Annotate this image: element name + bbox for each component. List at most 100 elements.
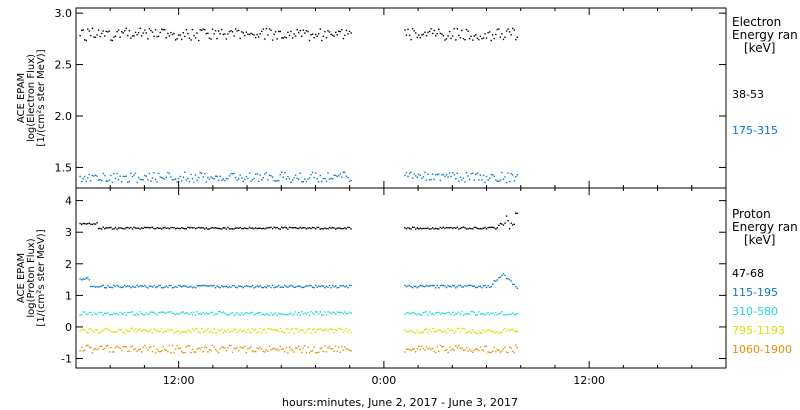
data-point [233, 347, 235, 350]
data-point [251, 33, 254, 35]
data-point [99, 179, 101, 181]
data-point [96, 313, 98, 316]
data-point [244, 330, 246, 332]
data-point [182, 331, 184, 333]
data-point [93, 36, 95, 38]
data-point [127, 34, 129, 37]
data-point [470, 228, 472, 230]
data-point [79, 222, 81, 225]
data-point [117, 328, 120, 330]
data-point [492, 312, 494, 314]
data-point [478, 179, 480, 181]
data-point [459, 284, 462, 287]
data-point [221, 28, 223, 31]
data-point [199, 227, 201, 229]
data-point [254, 328, 257, 331]
data-point [176, 330, 178, 333]
data-point [301, 227, 303, 229]
data-point [467, 284, 469, 287]
data-point [270, 226, 272, 228]
data-point [245, 31, 248, 33]
data-point [442, 173, 445, 176]
data-point [421, 331, 423, 333]
data-point [119, 329, 121, 331]
data-point [447, 285, 449, 287]
data-point [333, 227, 335, 229]
data-point [428, 347, 431, 349]
data-point [330, 348, 332, 350]
data-point [291, 285, 294, 287]
data-point [116, 312, 118, 315]
data-point [404, 351, 406, 353]
data-point [87, 223, 89, 225]
data-point [114, 285, 117, 288]
data-point [244, 285, 246, 287]
data-point [505, 313, 508, 316]
data-point [339, 227, 341, 230]
data-point [174, 39, 177, 41]
data-point [419, 284, 421, 287]
data-point [179, 347, 181, 349]
data-point [325, 328, 328, 330]
data-point [133, 329, 135, 331]
data-point [224, 33, 226, 35]
data-point [410, 228, 412, 230]
data-point [315, 352, 317, 354]
data-point [259, 346, 261, 348]
data-point [102, 284, 104, 286]
data-point [236, 312, 238, 314]
data-point [198, 313, 200, 315]
data-point [177, 227, 180, 230]
data-point [410, 312, 412, 315]
data-point [315, 228, 317, 230]
data-point [170, 311, 172, 313]
data-point [87, 177, 89, 179]
data-point [339, 351, 341, 354]
data-point [104, 35, 106, 37]
data-point [85, 345, 87, 347]
data-point [316, 352, 318, 354]
data-point [481, 228, 483, 230]
data-point [208, 228, 211, 230]
data-point [97, 179, 100, 181]
data-point [168, 284, 171, 287]
data-point [267, 327, 269, 330]
data-point [164, 348, 166, 351]
data-point [439, 344, 442, 347]
data-point [265, 227, 268, 229]
data-point [193, 181, 195, 184]
data-point [436, 228, 438, 230]
data-point [265, 27, 268, 30]
data-point [505, 215, 508, 217]
data-point [256, 33, 258, 36]
data-point [293, 332, 295, 334]
data-point [448, 227, 451, 229]
data-point [97, 311, 100, 313]
data-point [482, 174, 485, 177]
data-point [216, 332, 218, 334]
data-point [230, 312, 232, 315]
data-point [251, 179, 254, 181]
data-point [282, 227, 284, 229]
data-point [227, 178, 229, 180]
data-point [473, 285, 475, 287]
data-point [424, 31, 426, 33]
data-point [151, 177, 154, 179]
data-point [254, 227, 257, 229]
data-point [318, 285, 320, 287]
data-point [102, 30, 104, 32]
data-point [161, 350, 163, 352]
data-point [194, 227, 197, 230]
data-point [165, 312, 167, 314]
data-point [427, 173, 429, 175]
data-point [185, 312, 187, 314]
data-point [456, 226, 458, 228]
data-point [241, 285, 243, 288]
data-point [339, 284, 341, 287]
data-point [79, 314, 81, 316]
data-point [196, 328, 198, 330]
data-point [91, 27, 94, 29]
data-point [110, 39, 112, 41]
data-point [185, 331, 187, 333]
data-point [128, 180, 131, 183]
